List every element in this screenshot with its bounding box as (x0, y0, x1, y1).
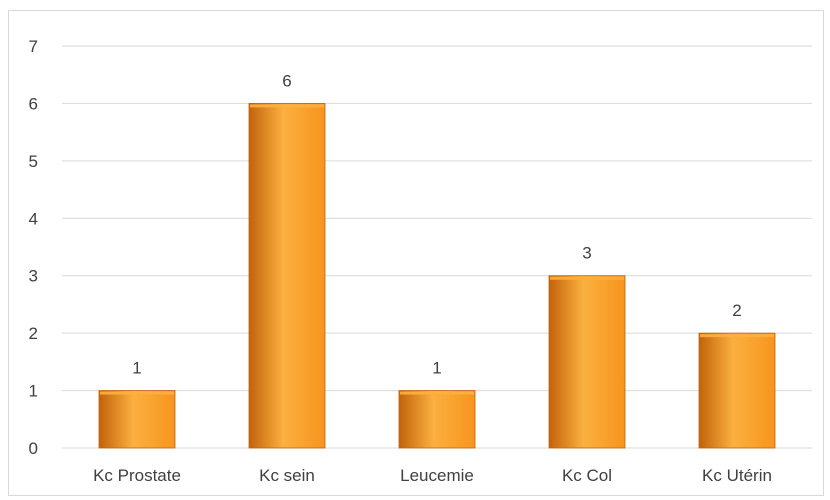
data-label-1: 6 (282, 71, 291, 90)
bar-3 (548, 275, 626, 449)
gridlines (62, 45, 812, 449)
data-label-3: 3 (582, 244, 591, 263)
x-tick-label-1: Kc sein (259, 466, 315, 485)
bar-highlight-0 (100, 391, 174, 395)
bars (98, 103, 776, 449)
y-tick-label-5: 5 (29, 152, 38, 171)
bar-highlight-4 (700, 334, 774, 338)
bar-highlight-1 (250, 104, 324, 108)
y-axis-tick-labels: 0 1 2 3 4 5 6 7 (29, 37, 38, 458)
bar-0 (98, 390, 176, 449)
y-tick-label-3: 3 (29, 267, 38, 286)
bar-2 (398, 390, 476, 449)
data-label-4: 2 (732, 301, 741, 320)
bar-1 (248, 103, 326, 449)
x-axis-tick-labels: Kc Prostate Kc sein Leucemie Kc Col Kc Utéri… (93, 466, 772, 485)
data-label-2: 1 (432, 359, 441, 378)
data-label-0: 1 (132, 359, 141, 378)
y-tick-label-1: 1 (29, 382, 38, 401)
x-tick-label-2: Leucemie (400, 466, 474, 485)
x-tick-label-4: Kc Utérin (702, 466, 772, 485)
y-tick-label-2: 2 (29, 324, 38, 343)
bar-highlight-2 (400, 391, 474, 395)
y-tick-label-7: 7 (29, 37, 38, 56)
bar-4 (698, 332, 776, 449)
y-tick-label-4: 4 (29, 209, 38, 228)
x-tick-label-0: Kc Prostate (93, 466, 181, 485)
bar-highlight-3 (550, 276, 624, 280)
data-labels: 1 6 1 3 2 (132, 71, 741, 377)
y-tick-label-6: 6 (29, 94, 38, 113)
y-tick-label-0: 0 (29, 439, 38, 458)
x-tick-label-3: Kc Col (562, 466, 612, 485)
